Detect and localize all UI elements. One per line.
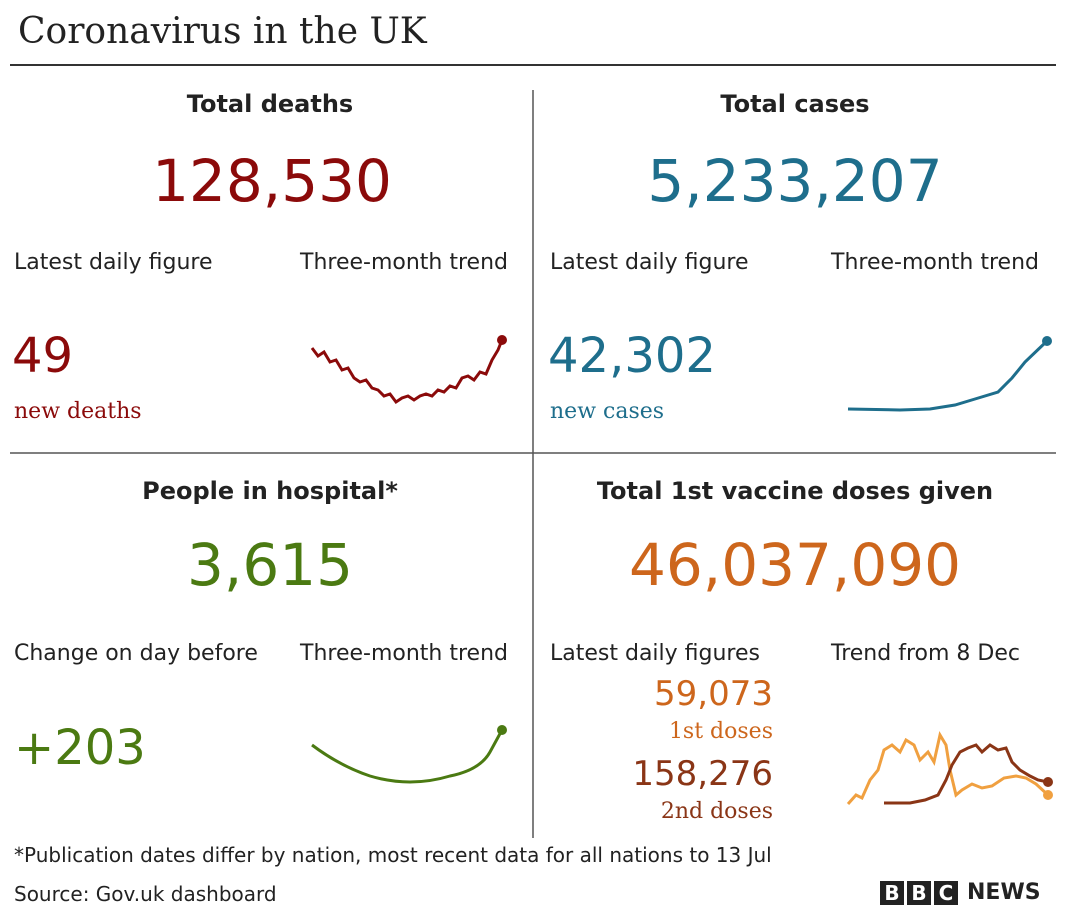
label: Three-month trend bbox=[831, 250, 1039, 275]
figure-note: 2nd doses bbox=[660, 799, 773, 824]
figure: 59,073 bbox=[654, 674, 773, 714]
total: 46,037,090 bbox=[628, 531, 962, 599]
source: Source: Gov.uk dashboard bbox=[14, 882, 277, 906]
panel-title: Total cases bbox=[720, 90, 870, 118]
title: Coronavirus in the UK bbox=[18, 11, 427, 52]
total: 128,530 bbox=[152, 147, 392, 215]
cases-trend bbox=[847, 339, 1049, 412]
figure: 42,302 bbox=[548, 328, 716, 384]
figure-note: new cases bbox=[550, 399, 665, 424]
logo: B B C NEWS bbox=[880, 880, 1041, 905]
label: Change on day before bbox=[14, 641, 258, 666]
figure-note: 1st doses bbox=[668, 719, 773, 744]
figure: 158,276 bbox=[632, 754, 773, 794]
label: Trend from 8 Dec bbox=[831, 641, 1020, 666]
total: 3,615 bbox=[186, 531, 354, 599]
label: Latest daily figures bbox=[550, 641, 760, 666]
deaths-trend bbox=[310, 339, 504, 405]
logo-text: NEWS bbox=[967, 880, 1041, 905]
figure-note: new deaths bbox=[14, 399, 142, 424]
panel-title: Total 1st vaccine doses given bbox=[596, 477, 994, 505]
hospital-trend bbox=[311, 729, 504, 784]
label: Latest daily figure bbox=[550, 250, 749, 275]
total: 5,233,207 bbox=[647, 147, 943, 215]
label: Three-month trend bbox=[300, 250, 508, 275]
figure: 49 bbox=[12, 328, 74, 384]
figure: +203 bbox=[14, 720, 146, 776]
label: Three-month trend bbox=[300, 641, 508, 666]
panel-title: People in hospital* bbox=[142, 477, 398, 505]
logo-letter: B bbox=[907, 880, 931, 905]
first-dose-trend bbox=[846, 731, 1050, 805]
label: Latest daily figure bbox=[14, 250, 213, 275]
logo-letter: B bbox=[880, 880, 904, 905]
footnote: *Publication dates differ by nation, mos… bbox=[14, 843, 772, 867]
second-dose-trend bbox=[884, 743, 1049, 805]
logo-letter: C bbox=[934, 880, 958, 905]
panel-title: Total deaths bbox=[186, 90, 354, 118]
